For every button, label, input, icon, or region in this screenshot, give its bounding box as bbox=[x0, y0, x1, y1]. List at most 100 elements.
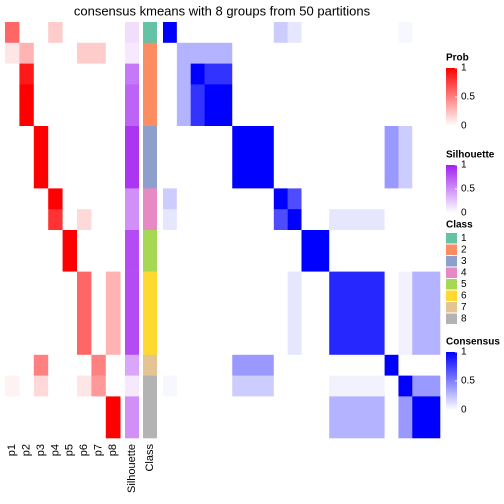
consensus-cell bbox=[204, 230, 233, 272]
consensus-cell bbox=[163, 84, 178, 127]
legend-swatch bbox=[446, 233, 457, 244]
silhouette-cell bbox=[125, 188, 139, 210]
consensus-cell bbox=[412, 209, 441, 231]
legend-label: 5 bbox=[461, 279, 467, 290]
consensus-cell bbox=[287, 209, 302, 231]
prob-cell bbox=[5, 22, 20, 44]
silhouette-cell bbox=[125, 22, 139, 44]
consensus-cell bbox=[412, 354, 441, 376]
prob-cell bbox=[91, 42, 107, 64]
prob-cell bbox=[91, 188, 107, 210]
consensus-cell bbox=[287, 188, 302, 210]
consensus-cell bbox=[329, 375, 385, 397]
class-cell bbox=[143, 230, 157, 272]
consensus-cell bbox=[232, 84, 275, 127]
consensus-cell bbox=[287, 354, 302, 376]
consensus-cell bbox=[163, 63, 178, 85]
class-cell bbox=[143, 22, 157, 44]
consensus-cell bbox=[176, 42, 191, 64]
class-cell bbox=[143, 209, 157, 231]
prob-cell bbox=[91, 63, 107, 85]
prob-cell bbox=[48, 396, 63, 439]
prob-cell bbox=[5, 42, 20, 64]
class-cell bbox=[143, 42, 157, 64]
prob-cell bbox=[62, 42, 78, 64]
consensus-cell bbox=[232, 63, 275, 85]
consensus-cell bbox=[273, 188, 288, 210]
legend-title: Silhouette bbox=[446, 150, 495, 161]
consensus-cell bbox=[204, 84, 233, 127]
prob-cell bbox=[105, 375, 121, 397]
consensus-cell bbox=[384, 42, 399, 64]
silhouette-cell bbox=[125, 126, 139, 189]
consensus-cell bbox=[176, 375, 191, 397]
class-cell bbox=[143, 63, 157, 85]
consensus-cell bbox=[384, 22, 399, 44]
consensus-cell bbox=[301, 354, 330, 376]
chart-title: consensus kmeans with 8 groups from 50 p… bbox=[74, 3, 371, 18]
consensus-cell bbox=[329, 230, 385, 272]
consensus-cell bbox=[398, 22, 413, 44]
prob-cell bbox=[105, 396, 121, 439]
prob-cell bbox=[105, 354, 121, 376]
consensus-cell bbox=[190, 63, 205, 85]
consensus-cell bbox=[273, 63, 288, 85]
prob-cell bbox=[105, 230, 121, 272]
consensus-cell bbox=[176, 230, 191, 272]
prob-cell bbox=[62, 230, 78, 272]
class-cell bbox=[143, 396, 157, 439]
legend-swatch bbox=[446, 244, 457, 255]
prob-cell bbox=[33, 271, 49, 356]
consensus-cell bbox=[301, 84, 330, 127]
consensus-cell bbox=[204, 354, 233, 376]
consensus-cell bbox=[412, 84, 441, 127]
legend-tick-label: 0 bbox=[461, 121, 467, 132]
prob-cell bbox=[62, 84, 78, 127]
legend-tick-label: 1 bbox=[461, 347, 467, 358]
prob-cell bbox=[19, 354, 35, 376]
prob-cell bbox=[77, 126, 92, 189]
consensus-cell bbox=[384, 126, 399, 189]
consensus-cell bbox=[384, 230, 399, 272]
consensus-cell bbox=[329, 42, 385, 64]
legend-tick-label: 1 bbox=[461, 160, 467, 171]
legend-tick-label: 1 bbox=[461, 63, 467, 74]
prob-cell bbox=[19, 84, 35, 127]
consensus-cell bbox=[190, 84, 205, 127]
legend-tick-label: 0 bbox=[461, 405, 467, 416]
consensus-cell bbox=[163, 42, 178, 64]
prob-cell bbox=[91, 84, 107, 127]
consensus-cell bbox=[384, 396, 399, 439]
legend-label: 4 bbox=[461, 268, 467, 279]
consensus-cell bbox=[232, 396, 275, 439]
consensus-cell bbox=[412, 63, 441, 85]
consensus-cell bbox=[398, 375, 413, 397]
class-cell bbox=[143, 188, 157, 210]
prob-cell bbox=[62, 396, 78, 439]
legend-title: Prob bbox=[446, 53, 469, 64]
consensus-cell bbox=[163, 271, 178, 356]
prob-cell bbox=[48, 271, 63, 356]
legend-title: Consensus bbox=[446, 337, 500, 348]
consensus-cell bbox=[273, 42, 288, 64]
consensus-cell bbox=[232, 271, 275, 356]
consensus-cell bbox=[398, 42, 413, 64]
legend-swatch bbox=[446, 313, 457, 324]
consensus-cell bbox=[301, 209, 330, 231]
prob-cell bbox=[48, 354, 63, 376]
prob-cell bbox=[5, 271, 20, 356]
consensus-cell bbox=[176, 396, 191, 439]
prob-cell bbox=[91, 209, 107, 231]
prob-cell bbox=[48, 209, 63, 231]
consensus-cell bbox=[398, 354, 413, 376]
silhouette-cell bbox=[125, 209, 139, 231]
legend-tick-label: 0.5 bbox=[461, 184, 475, 195]
consensus-cell bbox=[287, 63, 302, 85]
consensus-cell bbox=[398, 209, 413, 231]
consensus-cell bbox=[384, 188, 399, 210]
prob-cell bbox=[48, 22, 63, 44]
prob-cell bbox=[48, 84, 63, 127]
consensus-cell bbox=[398, 126, 413, 189]
prob-cell bbox=[91, 271, 107, 356]
